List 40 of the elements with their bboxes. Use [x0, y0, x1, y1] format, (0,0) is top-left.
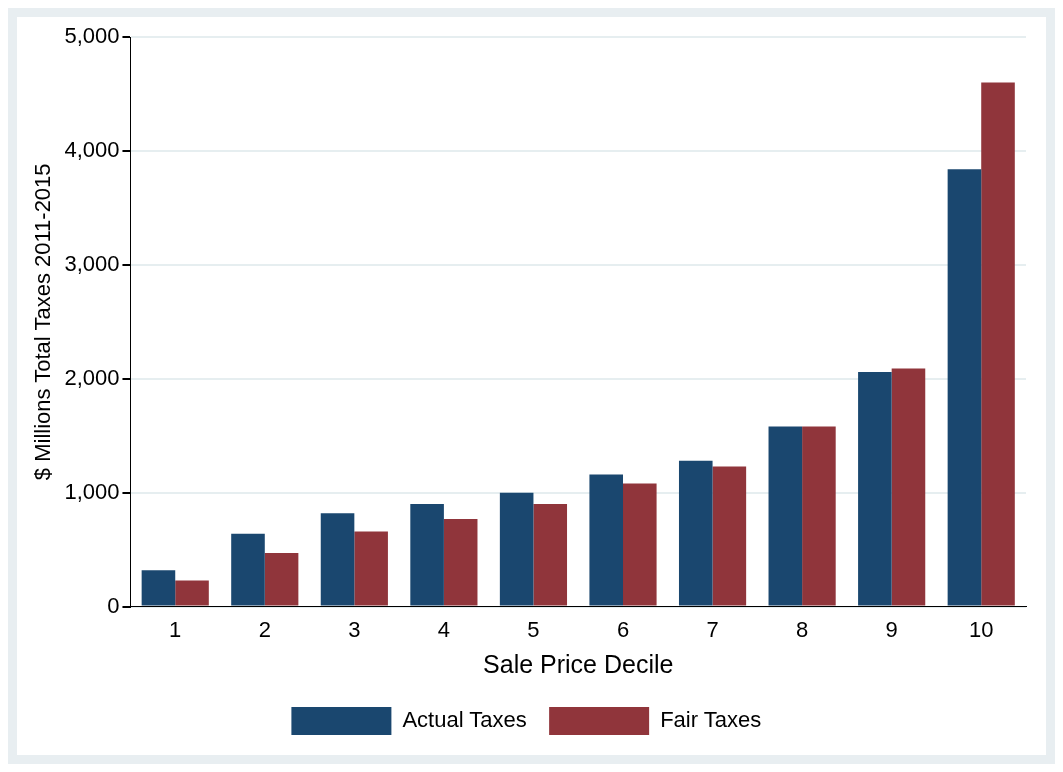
bar [712, 466, 747, 606]
legend-label: Fair Taxes [660, 707, 762, 733]
x-tick-label: 10 [968, 616, 994, 642]
bar [499, 492, 534, 606]
x-tick-label: 9 [885, 616, 898, 642]
x-tick-label: 6 [616, 616, 630, 642]
y-tick-label: 3,000 [64, 250, 120, 276]
bar [891, 368, 926, 606]
bar [264, 553, 299, 606]
bar [231, 533, 265, 606]
bar [354, 531, 388, 606]
x-tick-label: 8 [795, 616, 809, 642]
bar [858, 371, 892, 606]
bar [623, 483, 657, 606]
y-tick-label: 5,000 [64, 23, 120, 49]
bar [320, 513, 355, 606]
x-axis-title: Sale Price Decile [483, 649, 674, 678]
y-tick-label: 1,000 [64, 478, 120, 504]
y-tick-label: 2,000 [64, 364, 120, 390]
x-tick-label: 7 [706, 616, 719, 642]
bar [802, 426, 836, 606]
y-axis-title: $ Millions Total Taxes 2011-2015 [30, 163, 56, 481]
x-tick-label: 1 [169, 616, 182, 642]
legend-label: Actual Taxes [402, 707, 527, 733]
bar [678, 460, 713, 606]
y-tick-label: 0 [107, 592, 120, 618]
x-tick-label: 2 [258, 616, 271, 642]
bar [410, 504, 444, 606]
x-tick-label: 4 [437, 616, 451, 642]
bar [768, 426, 803, 606]
x-tick-label: 3 [348, 616, 361, 642]
bar [175, 580, 209, 606]
bar [533, 504, 568, 606]
bar [589, 474, 623, 606]
bar [981, 82, 1015, 606]
bar [443, 518, 478, 606]
y-tick-label: 4,000 [64, 136, 120, 162]
bar [947, 169, 982, 606]
bar [141, 570, 176, 606]
x-tick-label: 5 [527, 616, 540, 642]
